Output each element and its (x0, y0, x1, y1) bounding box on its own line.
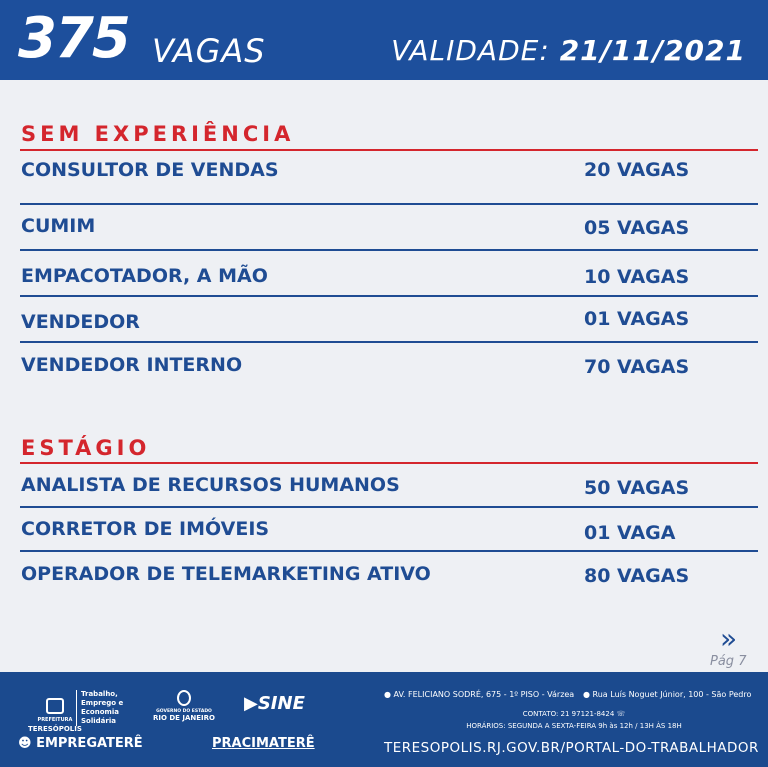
job-qty: 50 VAGAS (584, 477, 690, 499)
job-qty: 01 VAGAS (584, 308, 690, 330)
rj-text: RIO DE JANEIRO (152, 714, 216, 722)
footer: PREFEITURA TERESÓPOLIS Trabalho, Emprego… (0, 672, 768, 767)
job-row: VENDEDOR 01 VAGAS (20, 297, 758, 343)
people-icon: ☻ (18, 736, 37, 751)
job-row: CORRETOR DE IMÓVEIS 01 VAGA (20, 508, 758, 552)
job-row: ANALISTA DE RECURSOS HUMANOS 50 VAGAS (20, 462, 758, 508)
job-role: CUMIM (21, 215, 96, 237)
job-role: OPERADOR DE TELEMARKETING ATIVO (21, 563, 431, 585)
validity-date: 21/11/2021 (559, 34, 746, 67)
job-row: EMPACOTADOR, A MÃO 10 VAGAS (20, 251, 758, 297)
vacancy-count-label: VAGAS (152, 32, 266, 70)
pracimatere-logo: PRACIMATERÊ (212, 736, 315, 751)
sine-logo: ▶SINE (244, 693, 305, 714)
sine-text: SINE (257, 693, 305, 714)
job-row: OPERADOR DE TELEMARKETING ATIVO 80 VAGAS (20, 552, 758, 598)
prefeitura-text: PREFEITURA (37, 717, 73, 723)
whatsapp-icon: ☏ (616, 710, 626, 718)
validity-label: VALIDADE: (391, 34, 550, 67)
vacancy-count: 375 (18, 6, 131, 71)
job-role: EMPACOTADOR, A MÃO (21, 265, 268, 287)
job-role: CORRETOR DE IMÓVEIS (21, 518, 270, 540)
gov-text: GOVERNO DO ESTADO (156, 709, 212, 714)
validity: VALIDADE: 21/11/2021 (391, 34, 746, 67)
address-2: ● Rua Luís Noguet Júnior, 100 - São Pedr… (583, 690, 751, 699)
contact-text: CONTATO: 21 97121-8424 (522, 710, 615, 718)
empregatere-logo: ☻ EMPREGATERÊ (18, 736, 143, 751)
address-1: ● AV. FELICIANO SODRÉ, 675 - 1º PISO - V… (384, 690, 574, 699)
location-pin-icon: ● (384, 690, 394, 699)
rj-logo: GOVERNO DO ESTADO RIO DE JANEIRO (152, 690, 216, 723)
secretaria-text: Trabalho, Emprego e Economia Solidária (76, 690, 148, 726)
job-role: CONSULTOR DE VENDAS (21, 159, 279, 181)
job-qty: 10 VAGAS (584, 266, 690, 288)
section-divider (20, 149, 758, 151)
address-2-text: Rua Luís Noguet Júnior, 100 - São Pedro (592, 690, 752, 699)
header: 375 VAGAS VALIDADE: 21/11/2021 (0, 0, 768, 80)
location-pin-icon: ● (583, 690, 593, 699)
job-role: VENDEDOR INTERNO (21, 354, 243, 376)
section-divider (20, 462, 758, 464)
contact: CONTATO: 21 97121-8424 ☏ (380, 710, 768, 718)
job-row: CUMIM 05 VAGAS (20, 205, 758, 251)
rj-seal-icon (177, 690, 191, 706)
job-qty: 70 VAGAS (584, 356, 690, 378)
city-text: TERESÓPOLIS (28, 725, 82, 733)
job-qty: 05 VAGAS (584, 217, 690, 239)
job-qty: 01 VAGA (584, 522, 676, 544)
sine-s-icon: ▶ (244, 693, 258, 714)
section-title-sem-experiencia: SEM EXPERIÊNCIA (21, 122, 295, 146)
empregatere-text: EMPREGATERÊ (36, 736, 143, 751)
address-1-text: AV. FELICIANO SODRÉ, 675 - 1º PISO - Vár… (393, 690, 575, 699)
job-qty: 20 VAGAS (584, 159, 690, 181)
job-role: VENDEDOR (21, 311, 140, 333)
job-role: ANALISTA DE RECURSOS HUMANOS (21, 474, 400, 496)
section-title-estagio: ESTÁGIO (21, 436, 151, 460)
hours: HORÁRIOS: SEGUNDA A SEXTA-FEIRA 9h às 12… (466, 722, 682, 730)
double-chevron-right-icon[interactable]: » (720, 622, 738, 655)
portal-url[interactable]: TERESOPOLIS.RJ.GOV.BR/PORTAL-DO-TRABALHA… (384, 740, 759, 756)
job-qty: 80 VAGAS (584, 565, 690, 587)
prefeitura-logo: PREFEITURA TERESÓPOLIS (28, 698, 82, 734)
job-row: CONSULTOR DE VENDAS 20 VAGAS (20, 159, 758, 205)
coat-of-arms-icon (45, 698, 64, 714)
job-row: VENDEDOR INTERNO 70 VAGAS (20, 343, 758, 389)
page-number: Pág 7 (710, 654, 747, 669)
